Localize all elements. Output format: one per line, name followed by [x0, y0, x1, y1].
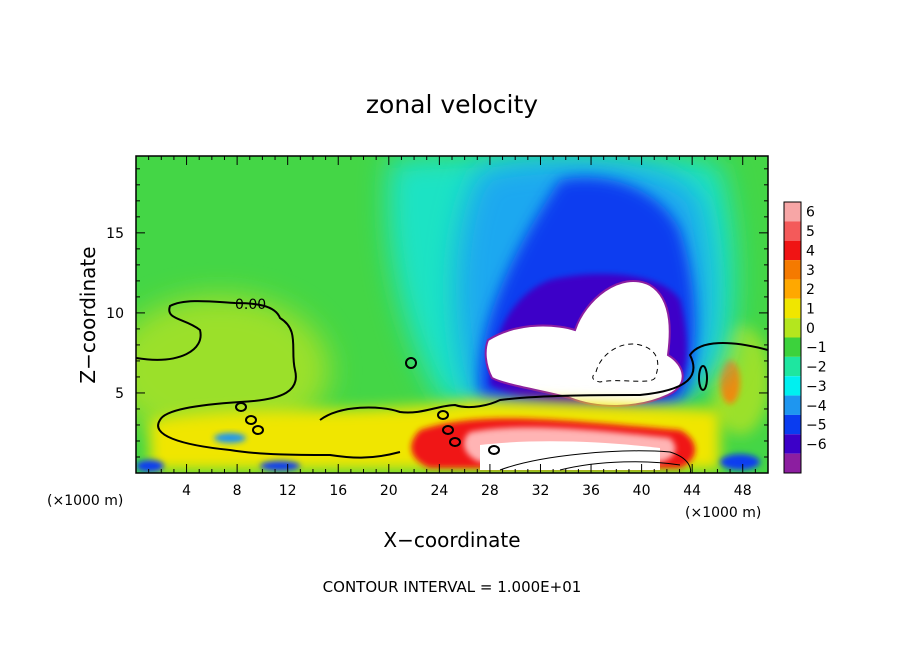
- colorbar-label: −5: [806, 418, 827, 434]
- colorbar-label: −6: [806, 437, 827, 453]
- colorbar-swatch: [784, 240, 801, 261]
- colorbar-label: −1: [806, 340, 827, 356]
- contour-label: 0.00: [235, 297, 266, 313]
- colorbar-label: 4: [806, 243, 815, 259]
- x-unit-label-left: (×1000 m): [47, 493, 123, 509]
- colorbar-swatch: [784, 298, 801, 319]
- colorbar-swatch: [784, 356, 801, 377]
- colorbar-swatch: [784, 414, 801, 435]
- chart-title: zonal velocity: [366, 90, 538, 119]
- zero-contour: [136, 300, 401, 459]
- field-surface-blue-3: [260, 461, 300, 471]
- contour-surface-loop: [499, 450, 692, 473]
- colorbar-frame: [783, 201, 802, 474]
- colorbar-swatch: [784, 318, 801, 338]
- colorbar-swatch: [784, 221, 801, 241]
- colorbar-label: 5: [806, 224, 815, 240]
- contour-loop-3: [252, 425, 264, 435]
- colorbar-label: 1: [806, 301, 815, 317]
- colorbar-swatch: [784, 260, 801, 280]
- field-jet-core: [484, 280, 684, 407]
- contour-lines: [136, 300, 768, 473]
- x-tick-label: 44: [683, 483, 701, 499]
- x-tick-label: 28: [481, 483, 499, 499]
- contour-loop-7: [449, 437, 461, 447]
- field-orange-right: [720, 360, 740, 404]
- contour-loop-2: [245, 415, 257, 425]
- x-tick-label: 20: [380, 483, 398, 499]
- field-surface-blue-1: [214, 433, 246, 443]
- colorbar-label: −4: [806, 398, 827, 414]
- field-surface-blue-4: [720, 454, 760, 470]
- y-axis-ticks: 5 10 15: [106, 168, 768, 458]
- colorbar-swatch: [784, 337, 801, 357]
- velocity-field: [136, 156, 768, 473]
- contour-loop-8: [488, 445, 500, 455]
- field-surface-blue-2: [136, 460, 164, 472]
- y-tick-label: 5: [115, 386, 124, 402]
- x-axis-ticks: 4 8 12 16 20 24 28 32 36 40 44 48: [148, 156, 756, 499]
- colorbar-label: 0: [806, 321, 815, 337]
- x-tick-label: 16: [329, 483, 347, 499]
- y-tick-label: 10: [106, 306, 124, 322]
- contour-loop-1: [235, 402, 247, 412]
- x-tick-label: 32: [532, 483, 550, 499]
- colorbar-label: −3: [806, 379, 827, 395]
- negative-contour: [592, 343, 659, 383]
- x-tick-label: 12: [279, 483, 297, 499]
- colorbar-swatch: [784, 376, 801, 396]
- x-tick-label: 8: [233, 483, 242, 499]
- colorbar-swatch: [784, 279, 801, 299]
- colorbar-swatch: [784, 434, 801, 454]
- x-unit-label-right: (×1000 m): [685, 505, 761, 521]
- contour-loop-6: [442, 425, 454, 435]
- x-tick-label: 36: [582, 483, 600, 499]
- colorbar-label: 6: [806, 205, 815, 221]
- x-tick-label: 4: [182, 483, 191, 499]
- colorbar-swatch: [784, 395, 801, 415]
- contour-loop-9: [698, 365, 708, 391]
- colorbar-swatch: [784, 453, 801, 473]
- contour-interval-note: CONTOUR INTERVAL = 1.000E+01: [323, 578, 582, 596]
- colorbar-label: 2: [806, 282, 815, 298]
- contour-loop-4: [405, 357, 417, 369]
- contour-surface-loop-2: [559, 461, 681, 471]
- x-axis-label: X−coordinate: [383, 528, 520, 552]
- colorbar: 6 5 4 3 2 1 0 −1 −2 −3 −4 −5 −6: [783, 201, 827, 474]
- x-tick-label: 48: [734, 483, 752, 499]
- x-tick-label: 24: [430, 483, 448, 499]
- field-low-white: [480, 441, 660, 470]
- y-tick-label: 15: [106, 226, 124, 242]
- colorbar-label: −2: [806, 360, 827, 376]
- zero-contour-2: [319, 342, 768, 421]
- x-tick-label: 40: [633, 483, 651, 499]
- contour-loop-5: [437, 410, 449, 420]
- colorbar-swatch: [784, 202, 801, 222]
- colorbar-label: 3: [806, 263, 815, 279]
- y-axis-label: Z−coordinate: [76, 246, 100, 383]
